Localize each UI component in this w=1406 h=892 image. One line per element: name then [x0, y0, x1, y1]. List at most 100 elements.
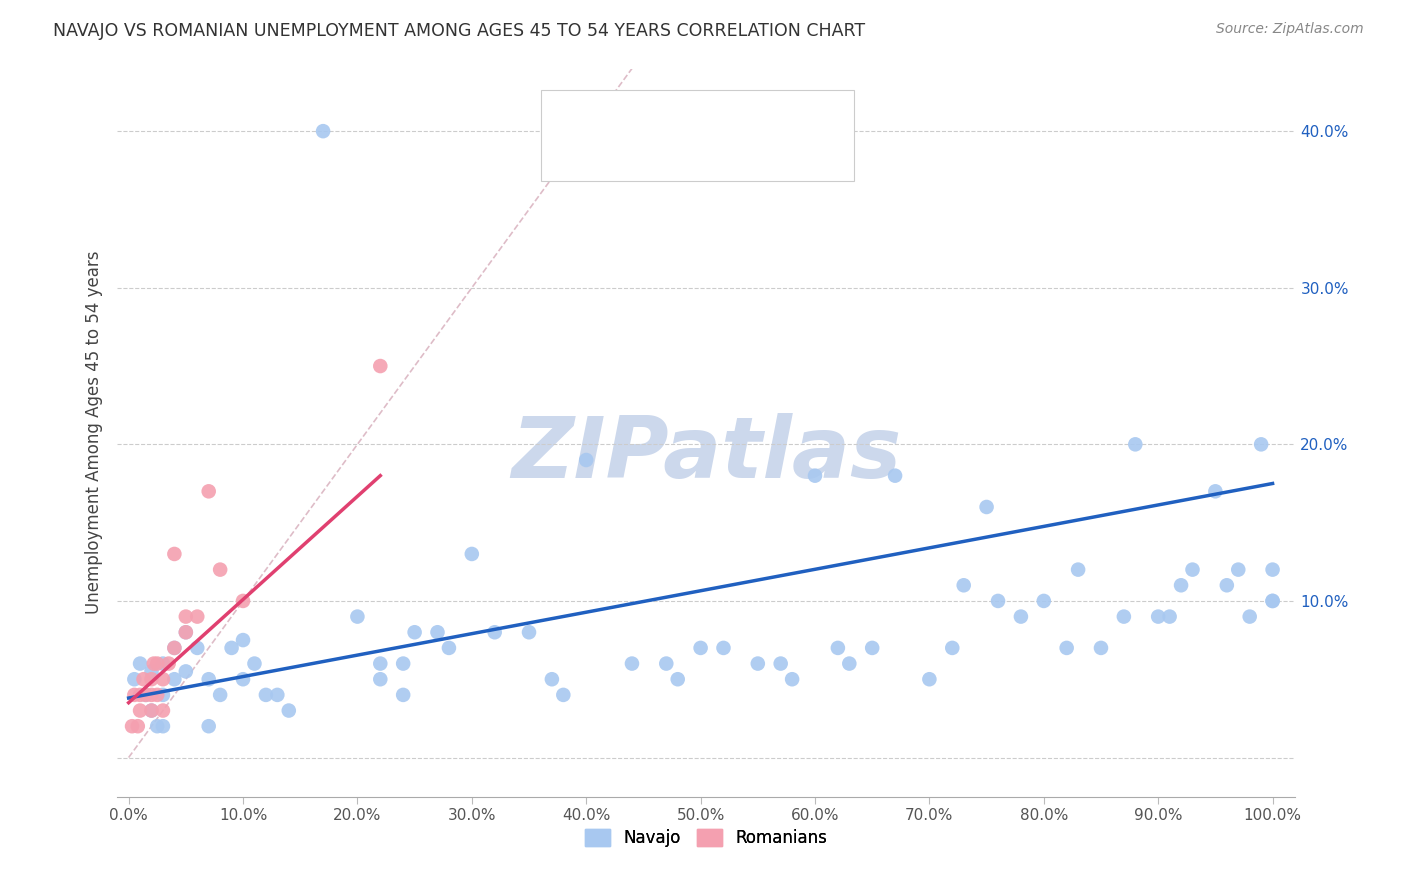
Point: [1032, 594, 1054, 608]
Point: [197, 484, 219, 499]
Point: [232, 633, 254, 648]
Point: [209, 688, 232, 702]
Point: [163, 672, 186, 686]
Point: [860, 640, 883, 655]
Point: [135, 688, 157, 702]
Point: [1261, 594, 1284, 608]
Point: [1067, 563, 1090, 577]
Point: [163, 640, 186, 655]
Point: [541, 672, 564, 686]
Point: [1227, 563, 1250, 577]
Point: [404, 625, 426, 640]
Text: NAVAJO VS ROMANIAN UNEMPLOYMENT AMONG AGES 45 TO 54 YEARS CORRELATION CHART: NAVAJO VS ROMANIAN UNEMPLOYMENT AMONG AG…: [53, 22, 866, 40]
Point: [243, 657, 266, 671]
Point: [769, 657, 792, 671]
Point: [575, 453, 598, 467]
Point: [392, 688, 415, 702]
Point: [152, 657, 174, 671]
Point: [1250, 437, 1272, 451]
Point: [952, 578, 974, 592]
Point: [152, 672, 174, 686]
Point: [163, 640, 186, 655]
Point: [152, 704, 174, 718]
Point: [437, 640, 460, 655]
Point: [163, 547, 186, 561]
Point: [1010, 609, 1032, 624]
Point: [141, 704, 163, 718]
Legend: Navajo, Romanians: Navajo, Romanians: [578, 822, 834, 854]
Point: [620, 657, 643, 671]
Point: [461, 547, 484, 561]
Point: [124, 688, 146, 702]
Point: [884, 468, 907, 483]
Point: [209, 563, 232, 577]
Point: [1261, 594, 1284, 608]
Point: [426, 625, 449, 640]
Point: [987, 594, 1010, 608]
Point: [141, 665, 163, 679]
Point: [1170, 578, 1192, 592]
Point: [124, 672, 146, 686]
Point: [941, 640, 963, 655]
Point: [1123, 437, 1146, 451]
Point: [152, 719, 174, 733]
Point: [392, 657, 415, 671]
Point: [368, 359, 391, 373]
Point: [254, 688, 277, 702]
Y-axis label: Unemployment Among Ages 45 to 54 years: Unemployment Among Ages 45 to 54 years: [86, 251, 103, 615]
Text: Source: ZipAtlas.com: Source: ZipAtlas.com: [1216, 22, 1364, 37]
Point: [152, 688, 174, 702]
Point: [655, 657, 678, 671]
Point: [368, 657, 391, 671]
Point: [186, 609, 208, 624]
Point: [689, 640, 711, 655]
Point: [838, 657, 860, 671]
Point: [553, 688, 575, 702]
Point: [747, 657, 769, 671]
Point: [135, 688, 157, 702]
Point: [186, 640, 208, 655]
Point: [484, 625, 506, 640]
Point: [1181, 563, 1204, 577]
Point: [146, 688, 169, 702]
Point: [368, 672, 391, 686]
Point: [141, 704, 163, 718]
Point: [918, 672, 941, 686]
Point: [1147, 609, 1170, 624]
Point: [142, 657, 165, 671]
Point: [174, 625, 197, 640]
Point: [312, 124, 335, 138]
Point: [1239, 609, 1261, 624]
Point: [141, 688, 163, 702]
Point: [197, 672, 219, 686]
Point: [121, 719, 143, 733]
Point: [804, 468, 827, 483]
Point: [146, 719, 169, 733]
Text: ZIPatlas: ZIPatlas: [512, 413, 901, 496]
Point: [976, 500, 998, 514]
Point: [129, 657, 152, 671]
Point: [221, 640, 243, 655]
Point: [141, 672, 163, 686]
Point: [132, 672, 155, 686]
Point: [666, 672, 689, 686]
Point: [1056, 640, 1078, 655]
Point: [517, 625, 540, 640]
Point: [232, 594, 254, 608]
Point: [1204, 484, 1226, 499]
FancyBboxPatch shape: [541, 90, 853, 181]
Point: [1090, 640, 1112, 655]
Point: [129, 688, 152, 702]
Point: [174, 609, 197, 624]
Point: [1112, 609, 1135, 624]
Point: [146, 657, 169, 671]
Point: [1159, 609, 1181, 624]
Point: [232, 672, 254, 686]
Point: [266, 688, 288, 702]
Point: [827, 640, 849, 655]
Point: [780, 672, 803, 686]
Point: [713, 640, 735, 655]
Point: [174, 665, 197, 679]
Point: [174, 625, 197, 640]
Point: [157, 657, 180, 671]
